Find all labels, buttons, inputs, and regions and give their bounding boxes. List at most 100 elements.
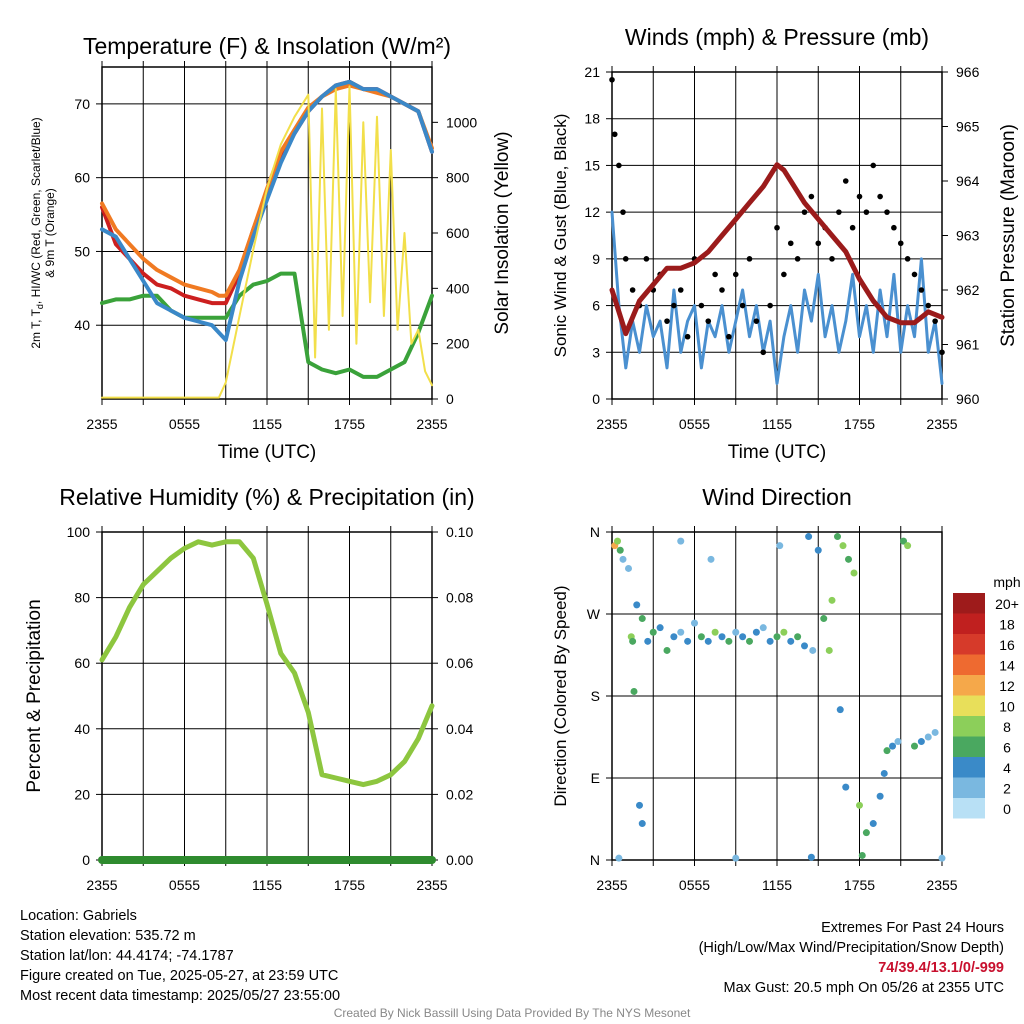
y-axis-label: 2m T, Td, HI/WC (Red, Green, Scarlet/Blu… (29, 117, 45, 348)
direction-point (924, 733, 932, 741)
gust-point (808, 193, 815, 200)
colorbar-label: 12 (999, 678, 1015, 694)
direction-point (752, 628, 760, 636)
direction-point (900, 537, 907, 545)
x-tick-label: 2355 (416, 877, 447, 893)
direction-tick-label: W (587, 606, 601, 622)
y2-tick-label: 0.00 (446, 852, 473, 868)
gust-point (884, 209, 890, 215)
direction-point (825, 646, 833, 654)
y-tick-label: 9 (592, 251, 600, 267)
direction-point (850, 569, 858, 577)
direction-point (809, 646, 817, 654)
gust-point (726, 333, 732, 340)
colorbar-label: 20+ (995, 596, 1019, 612)
direction-point (834, 533, 841, 541)
colorbar-label: 14 (999, 658, 1015, 674)
colorbar-label: 18 (999, 617, 1015, 633)
y-tick-label: 3 (592, 344, 600, 360)
panel-3: 2355 0555 1155 1755 2355 Relative Humidity (%… (24, 484, 475, 893)
x-tick-label: 0555 (679, 416, 710, 432)
timestamp-text: Most recent data timestamp: 2025/05/27 2… (20, 988, 341, 1004)
direction-point (732, 628, 740, 636)
y-tick-label: 21 (584, 64, 600, 80)
gust-point (836, 209, 842, 215)
direction-point (711, 628, 719, 636)
y-axis-label: Percent & Precipitation (24, 599, 45, 792)
gust-point (705, 318, 712, 324)
direction-point (677, 628, 685, 636)
y2-tick-label: 0.08 (446, 590, 473, 606)
gust-point (897, 240, 904, 247)
colorbar-swatch (953, 716, 985, 737)
series-line-station-pressure (609, 162, 945, 337)
direction-point (814, 546, 822, 554)
direction-point (670, 633, 678, 641)
direction-tick-label: N (590, 852, 600, 868)
y-tick-label: 50 (74, 243, 90, 259)
y2-axis-label: Solar Insolation (Yellow) (492, 131, 513, 334)
series-line-hi-wc (100, 79, 434, 342)
direction-point (691, 619, 698, 627)
gust-point (712, 271, 718, 278)
direction-point (869, 820, 877, 828)
direction-point (677, 537, 685, 545)
direction-point (625, 564, 632, 572)
y-tick-label: 80 (74, 590, 90, 606)
y2-tick-label: 200 (446, 336, 470, 352)
y-tick-label: 20 (74, 786, 90, 802)
x-tick-label: 2355 (86, 877, 117, 893)
colorbar-swatch (953, 613, 985, 634)
panel-title: Winds (mph) & Pressure (mb) (625, 24, 929, 50)
gust-point (925, 302, 932, 309)
colorbar-swatch (953, 593, 985, 614)
max-gust-text: Max Gust: 20.5 mph On 05/26 at 2355 UTC (723, 980, 1004, 996)
direction-point (725, 637, 733, 645)
colorbar-swatch (953, 634, 985, 655)
x-axis-label: Time (UTC) (218, 442, 317, 463)
direction-point (766, 637, 774, 645)
x-tick-label: 0555 (169, 416, 200, 432)
direction-point (801, 642, 808, 650)
x-tick-label: 2355 (416, 416, 447, 432)
direction-point (704, 637, 712, 645)
y-tick-label: 15 (584, 157, 600, 173)
direction-point (858, 851, 866, 859)
y2-tick-label: 0.06 (446, 655, 473, 671)
gust-point (671, 302, 677, 309)
y-axis-label-part: 2m T, T (29, 308, 43, 348)
gust-point (815, 240, 822, 247)
direction-point (794, 633, 802, 641)
x-tick-label: 1755 (334, 877, 365, 893)
gust-point (863, 209, 870, 215)
y2-tick-label: 964 (956, 173, 980, 189)
gust-point (870, 162, 877, 169)
y2-tick-label: 961 (956, 337, 980, 353)
direction-point (619, 555, 627, 563)
y2-tick-label: 800 (446, 170, 470, 186)
x-tick-label: 1155 (252, 877, 282, 893)
gust-point (698, 302, 705, 309)
panel-title: Temperature (F) & Insolation (W/m²) (83, 33, 451, 59)
x-tick-label: 1155 (252, 416, 282, 432)
y-axis-label-line2: & 9m T (Orange) (43, 188, 57, 278)
colorbar-label: 4 (1003, 760, 1011, 776)
gust-point (904, 256, 911, 262)
latlon-text: Station lat/lon: 44.4174; -74.1787 (20, 948, 234, 964)
x-tick-label: 1755 (334, 416, 365, 432)
colorbar-unit: mph (993, 574, 1020, 590)
direction-tick-label: N (590, 524, 600, 540)
y-tick-label: 40 (74, 721, 90, 737)
direction-point (616, 546, 624, 554)
y2-axis-label: Station Pressure (Maroon) (998, 124, 1019, 347)
direction-point (911, 742, 918, 750)
direction-point (614, 537, 621, 545)
location-text: Location: Gabriels (20, 908, 137, 924)
gust-point (877, 193, 883, 200)
direction-point (904, 542, 912, 550)
gust-point (753, 318, 760, 324)
y2-tick-label: 600 (446, 225, 470, 241)
gust-point (629, 287, 636, 293)
panel-title: Wind Direction (702, 484, 852, 510)
gust-point (767, 302, 773, 309)
